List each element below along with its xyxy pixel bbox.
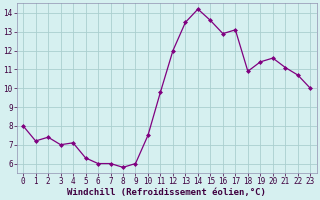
- X-axis label: Windchill (Refroidissement éolien,°C): Windchill (Refroidissement éolien,°C): [67, 188, 266, 197]
